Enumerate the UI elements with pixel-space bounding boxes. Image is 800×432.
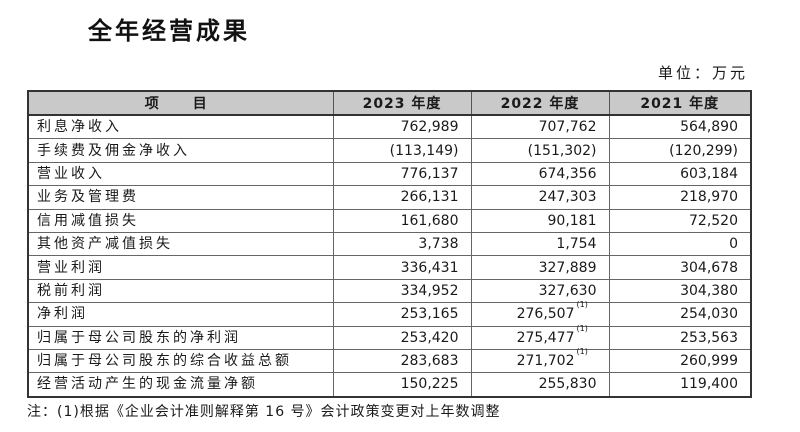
value-2022: 276,507 [516, 306, 575, 323]
value-2022-cell: 271,702(1) [470, 347, 610, 374]
value-2022: 90,181 [470, 208, 610, 233]
value-2021: 253,563 [608, 325, 752, 350]
value-2023: 283,683 [332, 348, 472, 374]
table-row: 税前利润 334,952 327,630 304,380 [27, 278, 752, 304]
value-2022: 247,303 [470, 185, 610, 210]
value-2022: 275,477 [516, 329, 575, 346]
value-2023: (113,149) [332, 138, 472, 163]
table-row: 营业利润 336,431 327,889 304,678 [27, 255, 752, 280]
value-2022: 1,754 [470, 231, 610, 257]
value-2023: 150,225 [332, 372, 472, 398]
row-label: 营业利润 [27, 255, 334, 280]
row-label: 利息净收入 [27, 114, 334, 140]
value-2021: 304,678 [608, 255, 752, 280]
row-label: 归属于母公司股东的综合收益总额 [27, 348, 334, 374]
footnote-marker: (1) [576, 347, 588, 357]
row-label: 净利润 [27, 302, 334, 327]
value-2021: 304,380 [608, 278, 752, 304]
footnote-marker: (1) [576, 323, 588, 333]
value-2021: 0 [608, 231, 752, 257]
value-2023: 336,431 [332, 255, 472, 280]
value-2023: 762,989 [332, 114, 472, 140]
table-row: 手续费及佣金净收入 (113,149) (151,302) (120,299) [27, 138, 752, 163]
table-row: 信用减值损失 161,680 90,181 72,520 [27, 208, 752, 233]
table-row: 归属于母公司股东的综合收益总额 283,683 271,702(1) 260,9… [27, 347, 752, 374]
row-label: 信用减值损失 [27, 208, 334, 233]
footnote-marker: (1) [576, 300, 588, 310]
table-row: 其他资产减值损失 3,738 1,754 0 [27, 231, 752, 257]
value-2021: (120,299) [608, 138, 752, 163]
row-label: 经营活动产生的现金流量净额 [27, 372, 334, 398]
value-2021: 72,520 [608, 208, 752, 233]
table-row: 营业收入 776,137 674,356 603,184 [27, 161, 752, 187]
value-2023: 161,680 [332, 208, 472, 233]
header-2022: 2022 年度 [470, 90, 610, 116]
footnote: 注：(1)根据《企业会计准则解释第 16 号》会计政策变更对上年数调整 [27, 404, 501, 420]
value-2022: 327,630 [470, 278, 610, 304]
value-2021: 603,184 [608, 161, 752, 187]
value-2022-cell: 275,477(1) [470, 323, 610, 350]
value-2023: 776,137 [332, 161, 472, 187]
value-2022: 327,889 [470, 255, 610, 280]
value-2022: 707,762 [470, 114, 610, 140]
table-row: 利息净收入 762,989 707,762 564,890 [27, 114, 752, 140]
row-label: 税前利润 [27, 278, 334, 304]
value-2021: 119,400 [608, 372, 752, 398]
row-label: 归属于母公司股东的净利润 [27, 325, 334, 350]
value-2023: 266,131 [332, 185, 472, 210]
row-label: 营业收入 [27, 161, 334, 187]
table-row: 归属于母公司股东的净利润 253,420 275,477(1) 253,563 [27, 323, 752, 350]
value-2022: (151,302) [470, 138, 610, 163]
row-label: 其他资产减值损失 [27, 231, 334, 257]
value-2021: 254,030 [608, 302, 752, 327]
value-2021: 218,970 [608, 185, 752, 210]
table-row: 净利润 253,165 276,507(1) 254,030 [27, 300, 752, 327]
table-row: 业务及管理费 266,131 247,303 218,970 [27, 185, 752, 210]
value-2022: 674,356 [470, 161, 610, 187]
value-2023: 253,165 [332, 302, 472, 327]
value-2023: 3,738 [332, 231, 472, 257]
value-2021: 260,999 [608, 348, 752, 374]
unit-label: 单位：万元 [657, 64, 748, 82]
value-2022: 271,702 [516, 353, 575, 370]
row-label: 业务及管理费 [27, 185, 334, 210]
header-2021: 2021 年度 [608, 90, 752, 116]
value-2022-cell: 276,507(1) [470, 300, 610, 327]
value-2021: 564,890 [608, 114, 752, 140]
value-2023: 334,952 [332, 278, 472, 304]
page-title: 全年经营成果 [88, 17, 250, 45]
results-table: 项 目 2023 年度 2022 年度 2021 年度 利息净收入 762,98… [27, 90, 752, 398]
table-header-row: 项 目 2023 年度 2022 年度 2021 年度 [27, 90, 752, 116]
row-label: 手续费及佣金净收入 [27, 138, 334, 163]
header-2023: 2023 年度 [332, 90, 472, 116]
value-2023: 253,420 [332, 325, 472, 350]
value-2022: 255,830 [470, 372, 610, 398]
table-row: 经营活动产生的现金流量净额 150,225 255,830 119,400 [27, 372, 752, 398]
header-item: 项 目 [27, 90, 334, 116]
